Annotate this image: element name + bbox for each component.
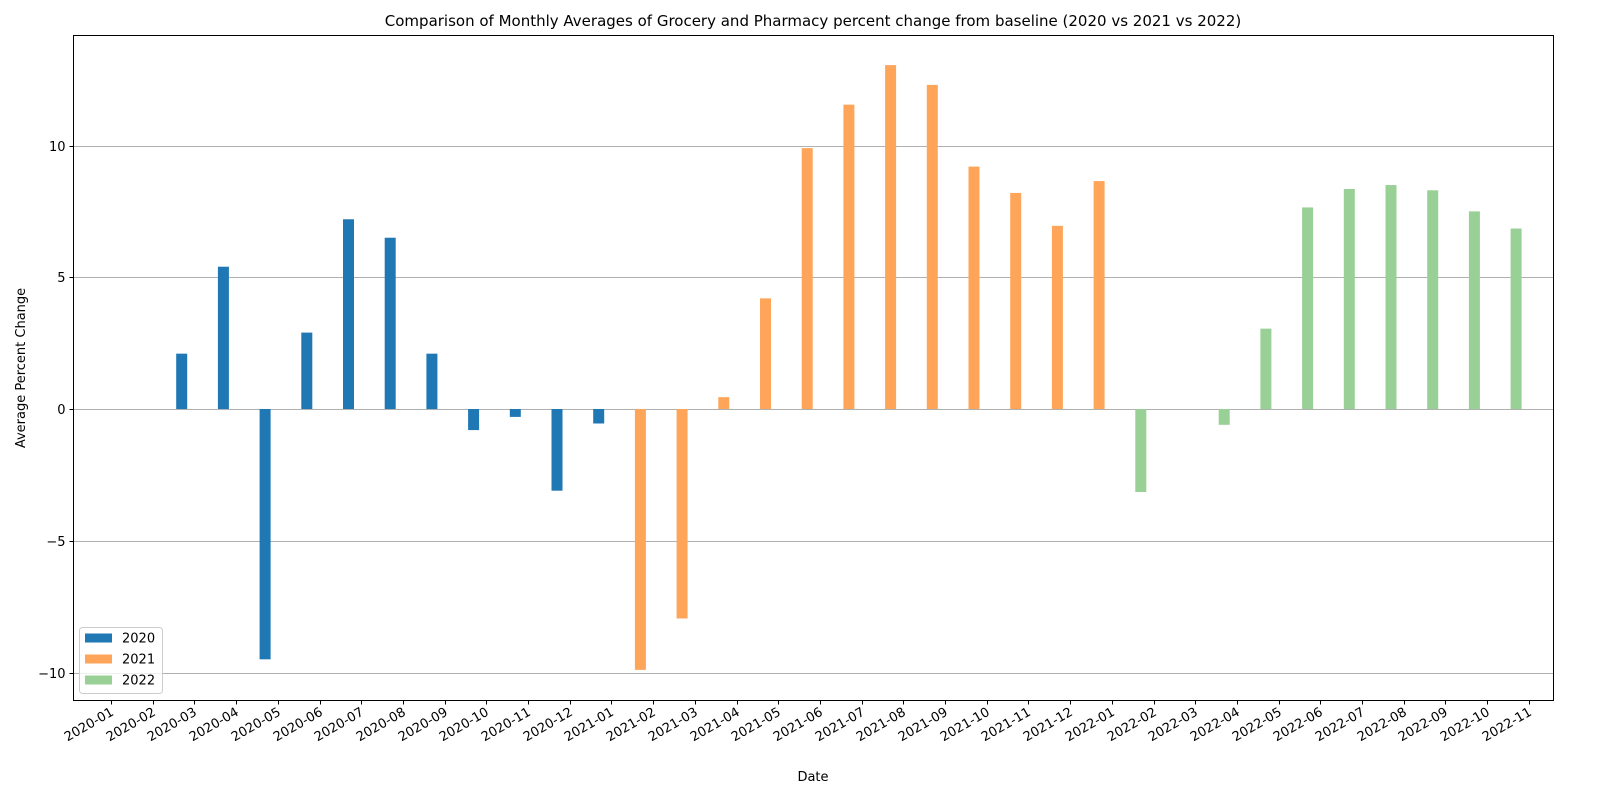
y-tick-label: 10 — [49, 140, 66, 155]
y-axis-label: Average Percent Change — [14, 288, 29, 448]
bar-2022-2022-09 — [1468, 211, 1480, 409]
bar-2022-2022-06 — [1343, 188, 1355, 409]
bar-2021-2021-11 — [1051, 225, 1063, 409]
x-axis-label: Date — [797, 770, 828, 785]
y-tick-label: 0 — [57, 403, 65, 418]
bar-2022-2022-07 — [1385, 185, 1397, 409]
bar-2021-2021-10 — [1010, 192, 1022, 409]
y-tick-label: −10 — [38, 667, 65, 682]
y-tick-label: 5 — [57, 271, 65, 286]
legend-label-2021: 2021 — [122, 653, 155, 668]
bar-2021-2021-08 — [926, 84, 938, 410]
bar-2020-2020-02 — [176, 353, 188, 409]
legend-label-2022: 2022 — [122, 674, 155, 689]
bar-2020-2020-08 — [426, 353, 438, 409]
bar-2021-2021-05 — [801, 148, 813, 409]
bar-2021-2021-06 — [843, 104, 855, 409]
bar-2020-2020-11 — [551, 409, 563, 491]
bar-2021-2021-09 — [968, 166, 980, 409]
bar-2022-2022-04 — [1260, 328, 1272, 409]
chart-title: Comparison of Monthly Averages of Grocer… — [385, 12, 1241, 30]
bar-2022-2022-01 — [1135, 409, 1147, 493]
bar-2020-2020-10 — [509, 409, 521, 417]
plot-frame — [73, 35, 1554, 701]
bar-2021-2021-04 — [760, 298, 771, 409]
bar-2020-2020-09 — [468, 409, 480, 431]
bar-2020-2020-05 — [301, 332, 313, 409]
bar-2021-2021-02 — [676, 409, 688, 619]
bar-2020-2020-06 — [343, 219, 354, 409]
bar-2021-2021-07 — [885, 65, 897, 409]
bar-2021-2021-01 — [634, 409, 646, 670]
bar-2022-2022-08 — [1427, 190, 1439, 409]
bar-2021-2021-03 — [718, 397, 730, 409]
bar-2020-2020-03 — [217, 266, 229, 409]
legend-swatch-2022 — [85, 675, 112, 685]
legend-swatch-2021 — [85, 654, 112, 664]
legend: 2020 2021 2022 — [79, 627, 163, 694]
bar-2020-2020-07 — [384, 237, 396, 409]
bar-2022-2022-05 — [1302, 207, 1314, 409]
y-tick-label: −5 — [46, 535, 65, 550]
legend-label-2020: 2020 — [122, 632, 155, 647]
y-axis-ticks: −10 −5 0 5 10 — [38, 140, 74, 682]
legend-swatch-2020 — [85, 633, 112, 643]
bar-2020-2020-12 — [593, 409, 605, 424]
bars — [176, 65, 1522, 670]
bar-2022-2022-03 — [1218, 409, 1230, 425]
bar-2021-2021-12 — [1093, 181, 1105, 409]
bar-2022-2022-10 — [1510, 228, 1522, 409]
bar-2020-2020-04 — [259, 409, 271, 660]
